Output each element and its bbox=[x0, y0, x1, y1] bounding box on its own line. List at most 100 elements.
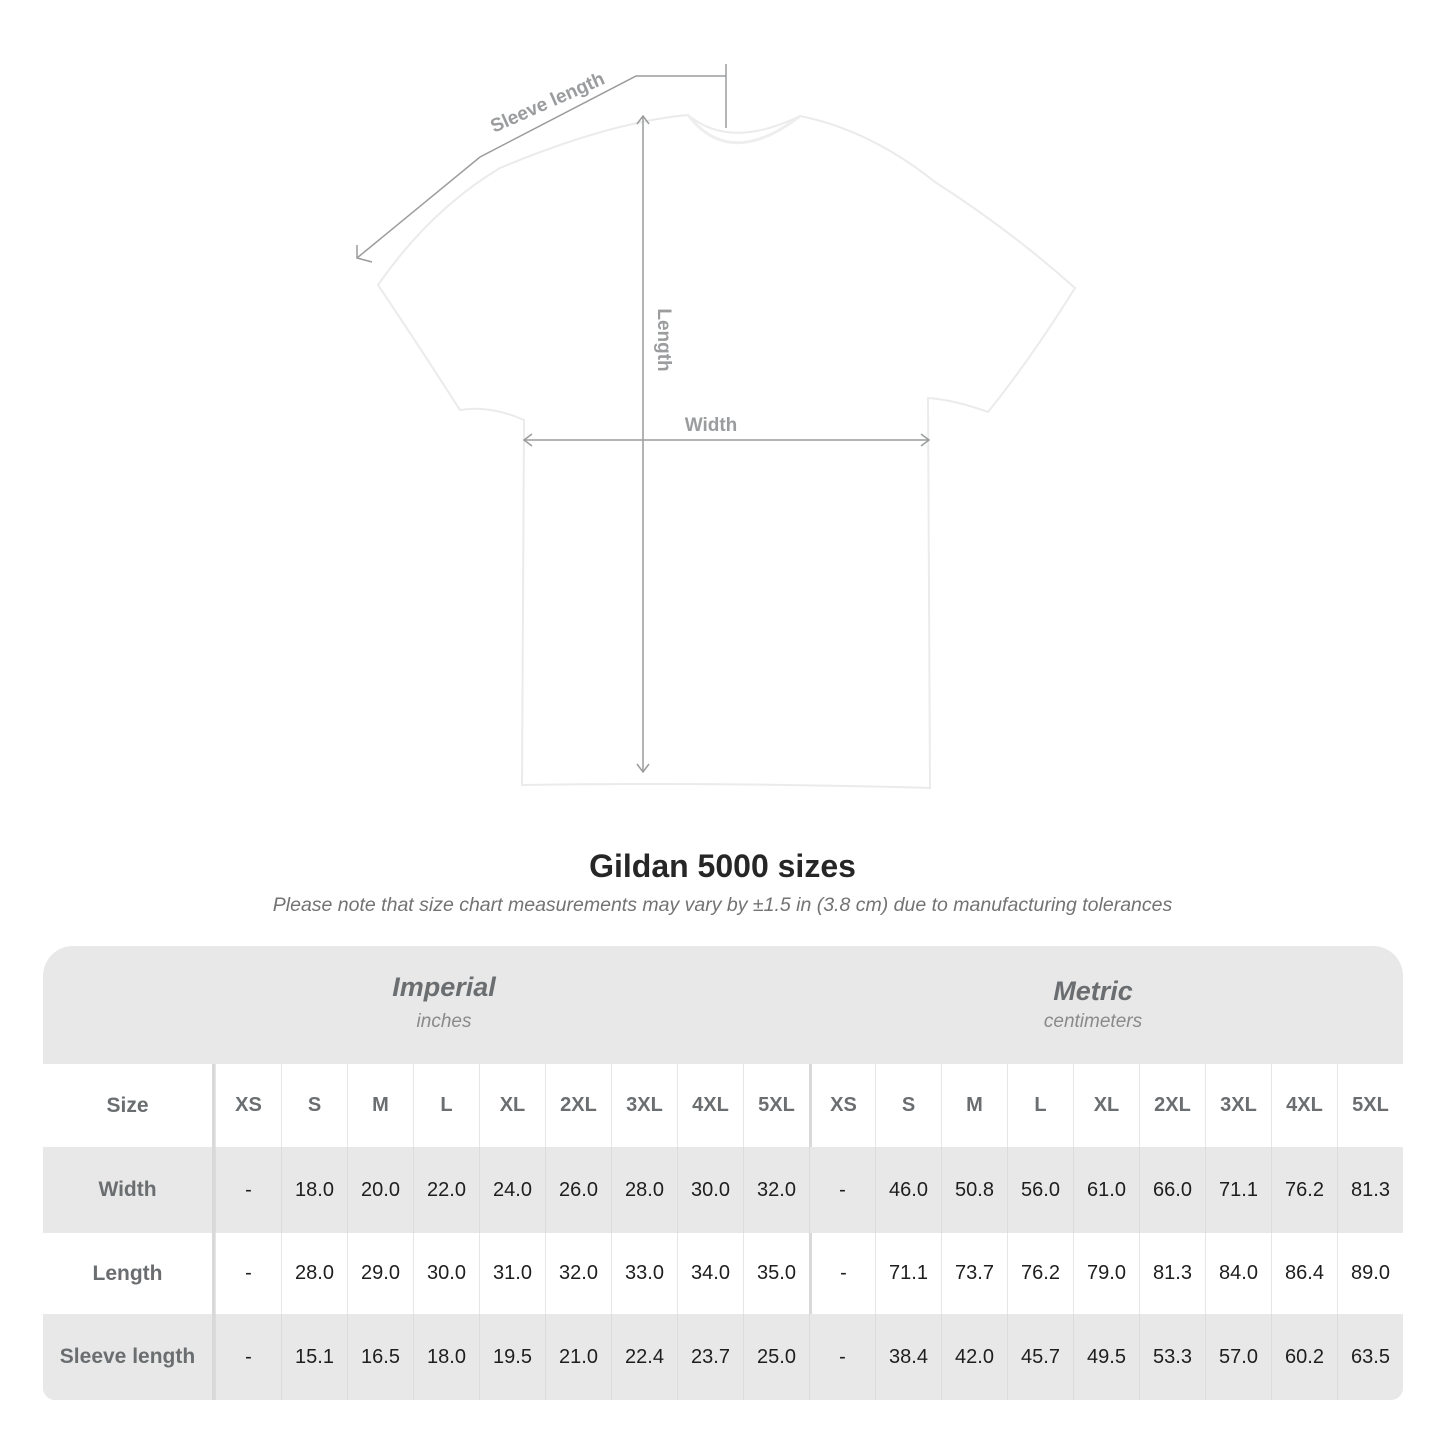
imperial-value-cell: 20.0 bbox=[347, 1147, 413, 1233]
metric-value-cell: 46.0 bbox=[875, 1147, 941, 1233]
width-arrow-right bbox=[920, 433, 931, 447]
metric-size-header: 3XL bbox=[1205, 1064, 1271, 1147]
imperial-value-cell: 24.0 bbox=[479, 1147, 545, 1233]
metric-value-cell: 57.0 bbox=[1205, 1314, 1271, 1400]
metric-value-cell: 76.2 bbox=[1007, 1233, 1073, 1314]
row-label: Length bbox=[43, 1233, 215, 1314]
table-row: Width -18.0 20.0 22.0 24.0 26.0 28.0 30.0 32.0-4… bbox=[43, 1147, 1403, 1233]
size-header-row: Size XS S M L XL 2XL 3XL 4XL 5XL XS S M L XL 2XL 3XL 4XL 5… bbox=[43, 1064, 1403, 1147]
imperial-value-cell: 26.0 bbox=[545, 1147, 611, 1233]
metric-value-cell: 63.5 bbox=[1337, 1314, 1403, 1400]
imperial-title: Imperial bbox=[392, 972, 496, 1002]
size-table: Imperial inches Metric centimeters Size X… bbox=[43, 946, 1403, 1400]
sleeve-length-line bbox=[356, 75, 726, 259]
metric-size-header: M bbox=[941, 1064, 1007, 1147]
size-header-label: Size bbox=[43, 1064, 215, 1147]
imperial-value-cell: - bbox=[215, 1147, 281, 1233]
imperial-size-header: 2XL bbox=[545, 1064, 611, 1147]
table-row: Length -28.0 29.0 30.0 31.0 32.0 33.0 34.0 35.0-… bbox=[43, 1233, 1403, 1314]
imperial-value-cell: 25.0 bbox=[743, 1314, 809, 1400]
chart-subtitle: Please note that size chart measurements… bbox=[272, 894, 1173, 916]
imperial-value-cell: 32.0 bbox=[545, 1233, 611, 1314]
sleeve-arrow-head bbox=[356, 245, 373, 263]
system-header-band bbox=[43, 946, 1403, 1064]
imperial-value-cell: 18.0 bbox=[413, 1314, 479, 1400]
metric-size-header: S bbox=[875, 1064, 941, 1147]
metric-value-cell: 81.3 bbox=[1337, 1147, 1403, 1233]
imperial-value-cell: 34.0 bbox=[677, 1233, 743, 1314]
metric-size-header: XL bbox=[1073, 1064, 1139, 1147]
metric-value-cell: 86.4 bbox=[1271, 1233, 1337, 1314]
metric-value-cell: 42.0 bbox=[941, 1314, 1007, 1400]
imperial-value-cell: - bbox=[215, 1314, 281, 1400]
metric-size-header: L bbox=[1007, 1064, 1073, 1147]
imperial-size-header: M bbox=[347, 1064, 413, 1147]
metric-value-cell: 50.8 bbox=[941, 1147, 1007, 1233]
metric-title: Metric bbox=[1053, 976, 1133, 1006]
imperial-size-header: 3XL bbox=[611, 1064, 677, 1147]
tshirt-collar bbox=[686, 114, 801, 145]
metric-value-cell: 49.5 bbox=[1073, 1314, 1139, 1400]
imperial-value-cell: 21.0 bbox=[545, 1314, 611, 1400]
row-label: Width bbox=[43, 1147, 215, 1233]
metric-value-cell: 60.2 bbox=[1271, 1314, 1337, 1400]
imperial-size-header: XS bbox=[215, 1064, 281, 1147]
metric-value-cell: 53.3 bbox=[1139, 1314, 1205, 1400]
length-label: Length bbox=[653, 308, 674, 371]
metric-header: Metric centimeters bbox=[893, 976, 1293, 1033]
metric-value-cell: 79.0 bbox=[1073, 1233, 1139, 1314]
metric-value-cell: 89.0 bbox=[1337, 1233, 1403, 1314]
width-arrow-left bbox=[522, 433, 533, 447]
imperial-size-header: 5XL bbox=[743, 1064, 809, 1147]
imperial-value-cell: 28.0 bbox=[611, 1147, 677, 1233]
imperial-unit: inches bbox=[416, 1011, 472, 1032]
metric-value-cell: - bbox=[809, 1147, 875, 1233]
metric-size-header: 4XL bbox=[1271, 1064, 1337, 1147]
metric-value-cell: 81.3 bbox=[1139, 1233, 1205, 1314]
imperial-size-header: 4XL bbox=[677, 1064, 743, 1147]
imperial-value-cell: 23.7 bbox=[677, 1314, 743, 1400]
imperial-value-cell: - bbox=[215, 1233, 281, 1314]
imperial-value-cell: 29.0 bbox=[347, 1233, 413, 1314]
metric-value-cell: 61.0 bbox=[1073, 1147, 1139, 1233]
metric-unit: centimeters bbox=[1043, 1011, 1143, 1032]
tshirt-illustration bbox=[376, 113, 1077, 790]
metric-value-cell: 66.0 bbox=[1139, 1147, 1205, 1233]
imperial-size-header: L bbox=[413, 1064, 479, 1147]
imperial-value-cell: 16.5 bbox=[347, 1314, 413, 1400]
row-label: Sleeve length bbox=[43, 1314, 215, 1400]
imperial-value-cell: 30.0 bbox=[677, 1147, 743, 1233]
width-label: Width bbox=[685, 415, 738, 436]
imperial-value-cell: 22.4 bbox=[611, 1314, 677, 1400]
metric-value-cell: - bbox=[809, 1314, 875, 1400]
imperial-value-cell: 33.0 bbox=[611, 1233, 677, 1314]
metric-size-header: XS bbox=[809, 1064, 875, 1147]
metric-value-cell: - bbox=[809, 1233, 875, 1314]
imperial-value-cell: 32.0 bbox=[743, 1147, 809, 1233]
imperial-value-cell: 22.0 bbox=[413, 1147, 479, 1233]
imperial-value-cell: 19.5 bbox=[479, 1314, 545, 1400]
chart-title: Gildan 5000 sizes bbox=[589, 848, 856, 884]
metric-value-cell: 76.2 bbox=[1271, 1147, 1337, 1233]
imperial-value-cell: 18.0 bbox=[281, 1147, 347, 1233]
imperial-value-cell: 35.0 bbox=[743, 1233, 809, 1314]
tshirt-measurement-diagram: Sleeve length Length Width bbox=[356, 64, 1077, 790]
sleeve-length-label: Sleeve length bbox=[488, 68, 608, 137]
metric-value-cell: 73.7 bbox=[941, 1233, 1007, 1314]
imperial-value-cell: 28.0 bbox=[281, 1233, 347, 1314]
metric-value-cell: 71.1 bbox=[1205, 1147, 1271, 1233]
imperial-value-cell: 30.0 bbox=[413, 1233, 479, 1314]
metric-value-cell: 84.0 bbox=[1205, 1233, 1271, 1314]
metric-value-cell: 56.0 bbox=[1007, 1147, 1073, 1233]
metric-value-cell: 71.1 bbox=[875, 1233, 941, 1314]
imperial-value-cell: 31.0 bbox=[479, 1233, 545, 1314]
length-arrow-top bbox=[636, 114, 650, 125]
imperial-size-header: XL bbox=[479, 1064, 545, 1147]
imperial-size-header: S bbox=[281, 1064, 347, 1147]
length-arrow-bottom bbox=[636, 763, 650, 774]
table-row: Sleeve length -15.1 16.5 18.0 19.5 21.0 22.4 23… bbox=[43, 1314, 1403, 1400]
metric-size-header: 2XL bbox=[1139, 1064, 1205, 1147]
metric-value-cell: 38.4 bbox=[875, 1314, 941, 1400]
metric-value-cell: 45.7 bbox=[1007, 1314, 1073, 1400]
metric-size-header: 5XL bbox=[1337, 1064, 1403, 1147]
